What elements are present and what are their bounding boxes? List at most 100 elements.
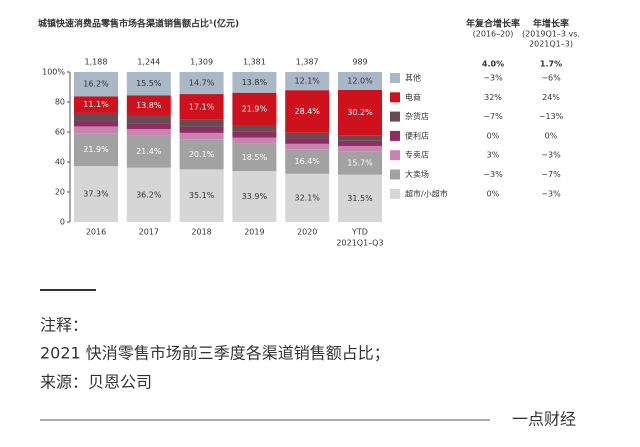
bar-segment (179, 169, 224, 222)
value-label: 16.2% (83, 80, 109, 89)
bar-segment (126, 167, 171, 222)
total-label: 1,387 (296, 58, 319, 67)
bar-segment (179, 94, 224, 120)
value-label: 18.5% (242, 153, 268, 162)
x-tick-label: 2018 (191, 228, 211, 237)
value-label: 12.1% (294, 77, 320, 86)
legend-label: 专卖店 (405, 150, 429, 160)
table-cell: −7% (483, 112, 503, 121)
value-label: 21.9% (242, 105, 268, 114)
value-label: 15.7% (347, 158, 373, 167)
x-tick-label: 2017 (139, 228, 159, 237)
table-total: 1.7% (540, 60, 562, 69)
note: 2021 快消零售市场前三季度各渠道销售额占比； (40, 344, 390, 363)
value-label: 33.9% (242, 192, 268, 201)
bar-segment (74, 72, 118, 97)
bar-segment (338, 135, 382, 141)
bar-segment (74, 120, 118, 127)
total-label: 1,381 (243, 58, 266, 67)
chart-title: 城镇快速消费品零售市场各渠道销售额占比¹(亿元) (38, 18, 239, 30)
bar-segment (285, 90, 330, 133)
bar-segment (232, 143, 277, 172)
x-tick-label: YTD (351, 228, 368, 237)
table-total: 4.0% (482, 60, 504, 69)
bar-segment (338, 145, 382, 152)
bar-segment (126, 72, 171, 96)
legend-label: 杂货店 (405, 111, 429, 121)
legend-swatch (390, 73, 400, 83)
legend-label: 其他 (405, 73, 421, 83)
table-cell: −6% (541, 74, 561, 83)
bar-segment (338, 140, 382, 146)
table-cell: −3% (541, 189, 561, 198)
bar-segment (126, 129, 171, 136)
table-cell: 24% (542, 93, 560, 102)
legend-swatch (390, 111, 400, 122)
bar-segment (74, 96, 118, 113)
table-cell: −13% (539, 112, 564, 121)
value-label: 13.8% (136, 101, 162, 110)
bar-segment (285, 143, 330, 150)
bar-segment (179, 72, 224, 95)
value-label: 21.4% (136, 147, 162, 156)
table-cell: 0% (487, 131, 500, 140)
value-label: 21.9% (83, 145, 109, 154)
x-tick-label: 2020 (297, 228, 317, 237)
y-tick-label: 20 (55, 188, 65, 197)
table-header: (2019Q1–3 vs. (522, 30, 580, 39)
value-label: 35.1% (189, 191, 215, 200)
total-label: 1,188 (85, 58, 108, 67)
legend-label: 电商 (405, 92, 421, 102)
value-label: 30.2% (347, 108, 373, 117)
table-cell: −3% (541, 151, 561, 160)
brand: 一点财经 (512, 410, 576, 429)
bar-segment (179, 126, 224, 133)
bar-segment (338, 151, 382, 175)
value-label: 31.5% (347, 194, 373, 203)
x-tick-label: 2019 (244, 228, 264, 237)
bar-segment (232, 131, 277, 138)
bar-segment (285, 72, 330, 91)
table-header: 年增长率 (533, 18, 569, 30)
legend-swatch (390, 150, 400, 161)
bar-segment (126, 115, 171, 124)
legend-swatch (390, 130, 400, 141)
table-cell: 0% (487, 189, 500, 198)
y-tick-label: 40 (55, 158, 65, 167)
bar-segment (285, 138, 330, 144)
value-label: 13.8% (242, 78, 268, 87)
table-header: 2021Q1–3) (529, 40, 573, 49)
note: 注释： (40, 316, 88, 335)
table-cell: −3% (483, 74, 503, 83)
table-cell: 3% (487, 151, 500, 160)
bar-segment (179, 119, 224, 127)
value-label: 36.2% (136, 190, 162, 199)
value-label: 32.1% (294, 193, 320, 202)
legend-swatch (390, 188, 400, 199)
bar-segment (232, 72, 277, 93)
bar-segment (338, 72, 382, 90)
table-cell: −3% (483, 170, 503, 179)
total-label: 1,309 (190, 58, 213, 67)
bar-segment (126, 123, 171, 130)
bar-segment (232, 137, 277, 144)
value-label: 14.7% (189, 79, 215, 88)
value-label: 17.1% (189, 102, 215, 111)
bar-segment (179, 139, 224, 170)
bar-segment (285, 173, 330, 222)
legend-label: 便利店 (405, 130, 429, 140)
bar-segment (179, 132, 224, 140)
bar-segment (232, 92, 277, 126)
value-label: 16.4% (294, 157, 320, 166)
bar-segment (126, 135, 171, 168)
bar-segment (74, 133, 118, 167)
table-header: (2016–20) (473, 30, 514, 39)
bar-segment (74, 112, 118, 121)
bar-segment (232, 125, 277, 132)
total-label: 1,244 (137, 58, 160, 67)
legend-swatch (390, 92, 400, 103)
value-label: 15.5% (136, 79, 162, 88)
y-tick-label: 80 (55, 98, 65, 107)
y-tick-label: 0 (60, 218, 65, 227)
